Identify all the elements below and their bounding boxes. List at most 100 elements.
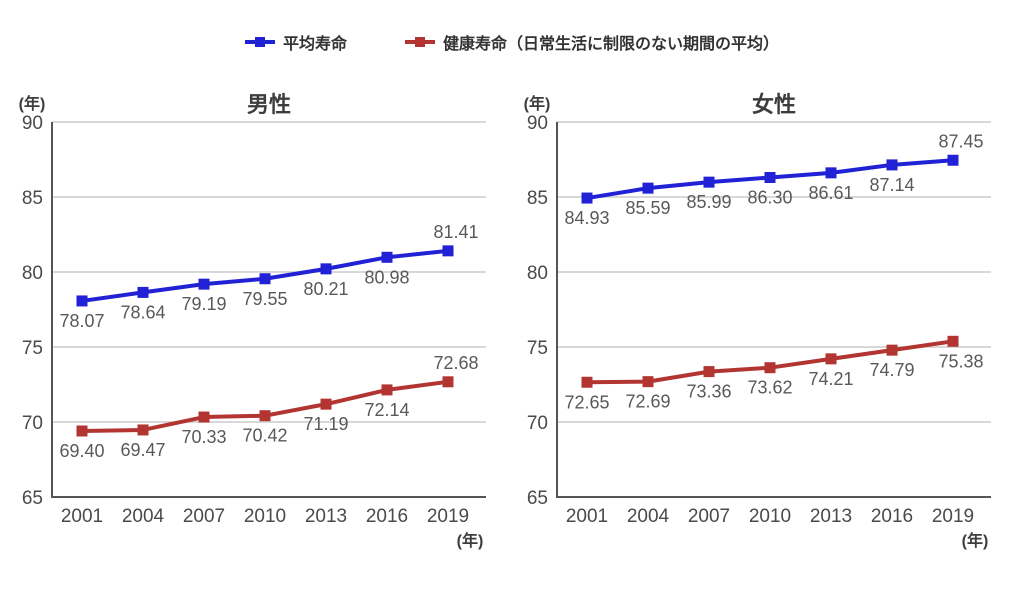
y-tick-label: 90 <box>22 113 43 134</box>
legend-square-icon <box>415 37 425 47</box>
x-tick-label: 2010 <box>244 506 286 527</box>
data-point-marker <box>259 410 271 422</box>
y-tick-label: 65 <box>527 488 548 509</box>
data-point-label: 70.33 <box>181 427 226 447</box>
y-tick-labels-group: 65 70 75 80 85 90 <box>22 113 43 509</box>
data-point-label: 78.07 <box>59 311 104 331</box>
data-point-marker <box>825 167 837 179</box>
data-point-marker <box>886 344 898 356</box>
y-axis-unit-label: (年) <box>19 94 46 113</box>
data-point-label: 74.79 <box>869 360 914 380</box>
data-point-label: 73.36 <box>686 382 731 402</box>
data-point-label: 71.19 <box>303 414 348 434</box>
x-tick-label: 2001 <box>566 506 608 527</box>
data-point-marker <box>581 192 593 204</box>
data-point-label: 87.14 <box>869 175 914 195</box>
data-point-label: 72.65 <box>564 392 609 412</box>
data-point-marker <box>76 295 88 307</box>
data-point-label: 86.61 <box>808 183 853 203</box>
data-point-label: 75.38 <box>938 351 983 371</box>
chart-female-svg: (年) 女性 65 70 75 80 85 90 2001 2004 2007 2010 2013… <box>524 92 991 550</box>
data-point-marker <box>703 366 715 378</box>
x-tick-label: 2010 <box>749 506 791 527</box>
axes-group <box>556 122 991 498</box>
data-point-marker <box>581 376 593 388</box>
chart-female: (年) 女性 65 70 75 80 85 90 2001 2004 2007 2010 2013… <box>507 85 1012 565</box>
y-tick-label: 65 <box>22 488 43 509</box>
data-point-marker <box>320 263 332 275</box>
data-point-marker <box>442 376 454 388</box>
x-tick-label: 2007 <box>688 506 730 527</box>
y-tick-labels-group: 65 70 75 80 85 90 <box>527 113 548 509</box>
legend-item-healthy-lifespan: 健康寿命（日常生活に制限のない期間の平均） <box>405 30 779 54</box>
data-point-label: 85.59 <box>625 198 670 218</box>
data-point-label: 73.62 <box>747 378 792 398</box>
data-point-marker <box>137 286 149 298</box>
data-point-label: 81.41 <box>433 222 478 242</box>
data-point-label: 74.21 <box>808 369 853 389</box>
y-tick-label: 85 <box>527 188 548 209</box>
series-group: 78.07 78.64 79.19 79.55 80.21 80.98 81.41 69.40… <box>59 222 478 461</box>
series-group: 84.93 85.59 85.99 86.30 86.61 87.14 87.45 72.65… <box>564 131 983 412</box>
data-point-marker <box>198 278 210 290</box>
data-point-label: 80.21 <box>303 279 348 299</box>
data-point-marker <box>259 273 271 285</box>
x-tick-label: 2013 <box>305 506 347 527</box>
data-point-marker <box>442 245 454 257</box>
data-point-label: 80.98 <box>364 267 409 287</box>
legend-item-average-lifespan: 平均寿命 <box>244 30 347 54</box>
data-point-marker <box>642 376 654 388</box>
y-tick-label: 90 <box>527 113 548 134</box>
chart-legend: 平均寿命 健康寿命（日常生活に制限のない期間の平均） <box>0 30 1024 54</box>
data-point-label: 69.47 <box>120 440 165 460</box>
gridlines-group <box>557 121 991 423</box>
legend-label-healthy-lifespan: 健康寿命（日常生活に制限のない期間の平均） <box>443 36 780 53</box>
legend-marker-line-square-icon <box>244 36 275 48</box>
axes-group <box>51 122 486 498</box>
data-point-label: 86.30 <box>747 188 792 208</box>
x-tick-label: 2007 <box>183 506 225 527</box>
x-tick-label: 2004 <box>122 506 165 527</box>
legend-square-icon <box>254 37 265 47</box>
data-point-marker <box>137 424 149 436</box>
gridlines-group <box>52 121 486 423</box>
x-tick-label: 2004 <box>627 506 670 527</box>
x-tick-label: 2001 <box>61 506 103 527</box>
y-tick-label: 70 <box>527 413 548 434</box>
y-tick-label: 75 <box>22 338 43 359</box>
data-point-label: 79.55 <box>242 289 287 309</box>
data-point-label: 78.64 <box>120 302 165 322</box>
data-point-label: 84.93 <box>564 208 609 228</box>
y-axis-unit-label: (年) <box>524 94 551 113</box>
chart-title-male: 男性 <box>247 92 291 117</box>
data-point-marker <box>642 182 654 194</box>
legend-label-average-lifespan: 平均寿命 <box>282 36 347 53</box>
data-point-marker <box>703 176 715 188</box>
data-point-label: 69.40 <box>59 441 104 461</box>
data-point-marker <box>764 172 776 183</box>
chart-male-svg: (年) 男性 65 70 75 80 85 90 2001 2004 2007 2010 2013… <box>19 92 486 550</box>
x-tick-label: 2019 <box>427 506 469 527</box>
x-tick-label: 2016 <box>366 506 408 527</box>
data-point-marker <box>825 353 837 365</box>
data-point-label: 72.68 <box>433 353 478 373</box>
data-point-label: 70.42 <box>242 426 287 446</box>
y-tick-label: 80 <box>22 263 43 284</box>
x-tick-labels-group: 2001 2004 2007 2010 2013 2016 2019 <box>566 506 974 527</box>
data-point-marker <box>947 335 959 347</box>
x-axis-unit-label: (年) <box>962 531 989 550</box>
chart-male: (年) 男性 65 70 75 80 85 90 2001 2004 2007 2010 2013… <box>2 85 507 565</box>
data-point-label: 85.99 <box>686 192 731 212</box>
data-point-marker <box>381 384 393 396</box>
data-point-marker <box>764 362 776 374</box>
data-point-marker <box>886 159 898 171</box>
data-point-marker <box>320 398 332 410</box>
charts-row: (年) 男性 65 70 75 80 85 90 2001 2004 2007 2010 2013… <box>2 85 1012 565</box>
data-point-label: 72.69 <box>625 392 670 412</box>
x-axis-unit-label: (年) <box>457 531 484 550</box>
data-point-label: 79.19 <box>181 294 226 314</box>
legend-marker-line-square-icon <box>405 36 435 48</box>
data-point-marker <box>198 411 210 423</box>
x-tick-label: 2013 <box>810 506 852 527</box>
